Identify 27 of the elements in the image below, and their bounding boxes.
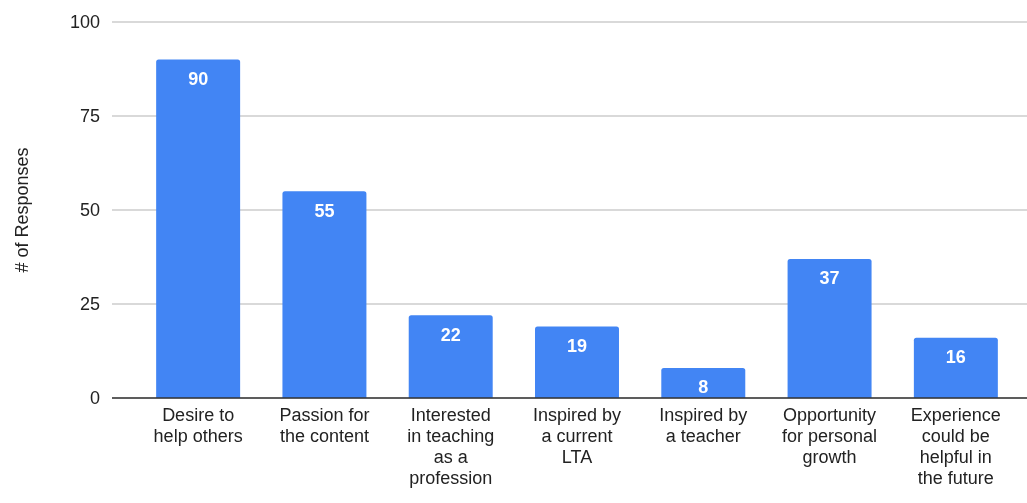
data-label: 19 [566,335,588,356]
data-label: 37 [819,268,840,289]
bar [661,367,746,398]
data-label: 90 [188,68,209,89]
bar [913,337,998,398]
x-tick-label: Interested in teaching as a profession [407,405,495,488]
y-tick-label: 100 [69,12,100,33]
data-label: 22 [440,324,461,345]
x-tick-label: Opportunity for personal growth [782,405,878,467]
y-tick-label: 0 [89,388,100,409]
x-tick-label: Inspired by a teacher [659,405,748,446]
bar [156,59,241,398]
x-tick-label: Passion for the content [279,405,370,446]
data-label: 8 [698,377,709,398]
bar [408,315,493,398]
x-tick-label: Experience could be helpful in the future [910,405,1001,488]
x-tick-label: Desire to help others [153,405,243,446]
bar [787,258,872,398]
y-axis-title: # of Responses [12,147,32,273]
y-tick-label: 25 [79,294,100,315]
y-tick-label: 75 [79,106,100,127]
data-label: 16 [945,347,966,368]
bar [535,326,619,398]
data-label: 55 [314,200,335,221]
bar [282,191,367,398]
x-tick-label: Inspired by a current LTA [532,405,622,467]
y-tick-label: 50 [79,200,100,221]
